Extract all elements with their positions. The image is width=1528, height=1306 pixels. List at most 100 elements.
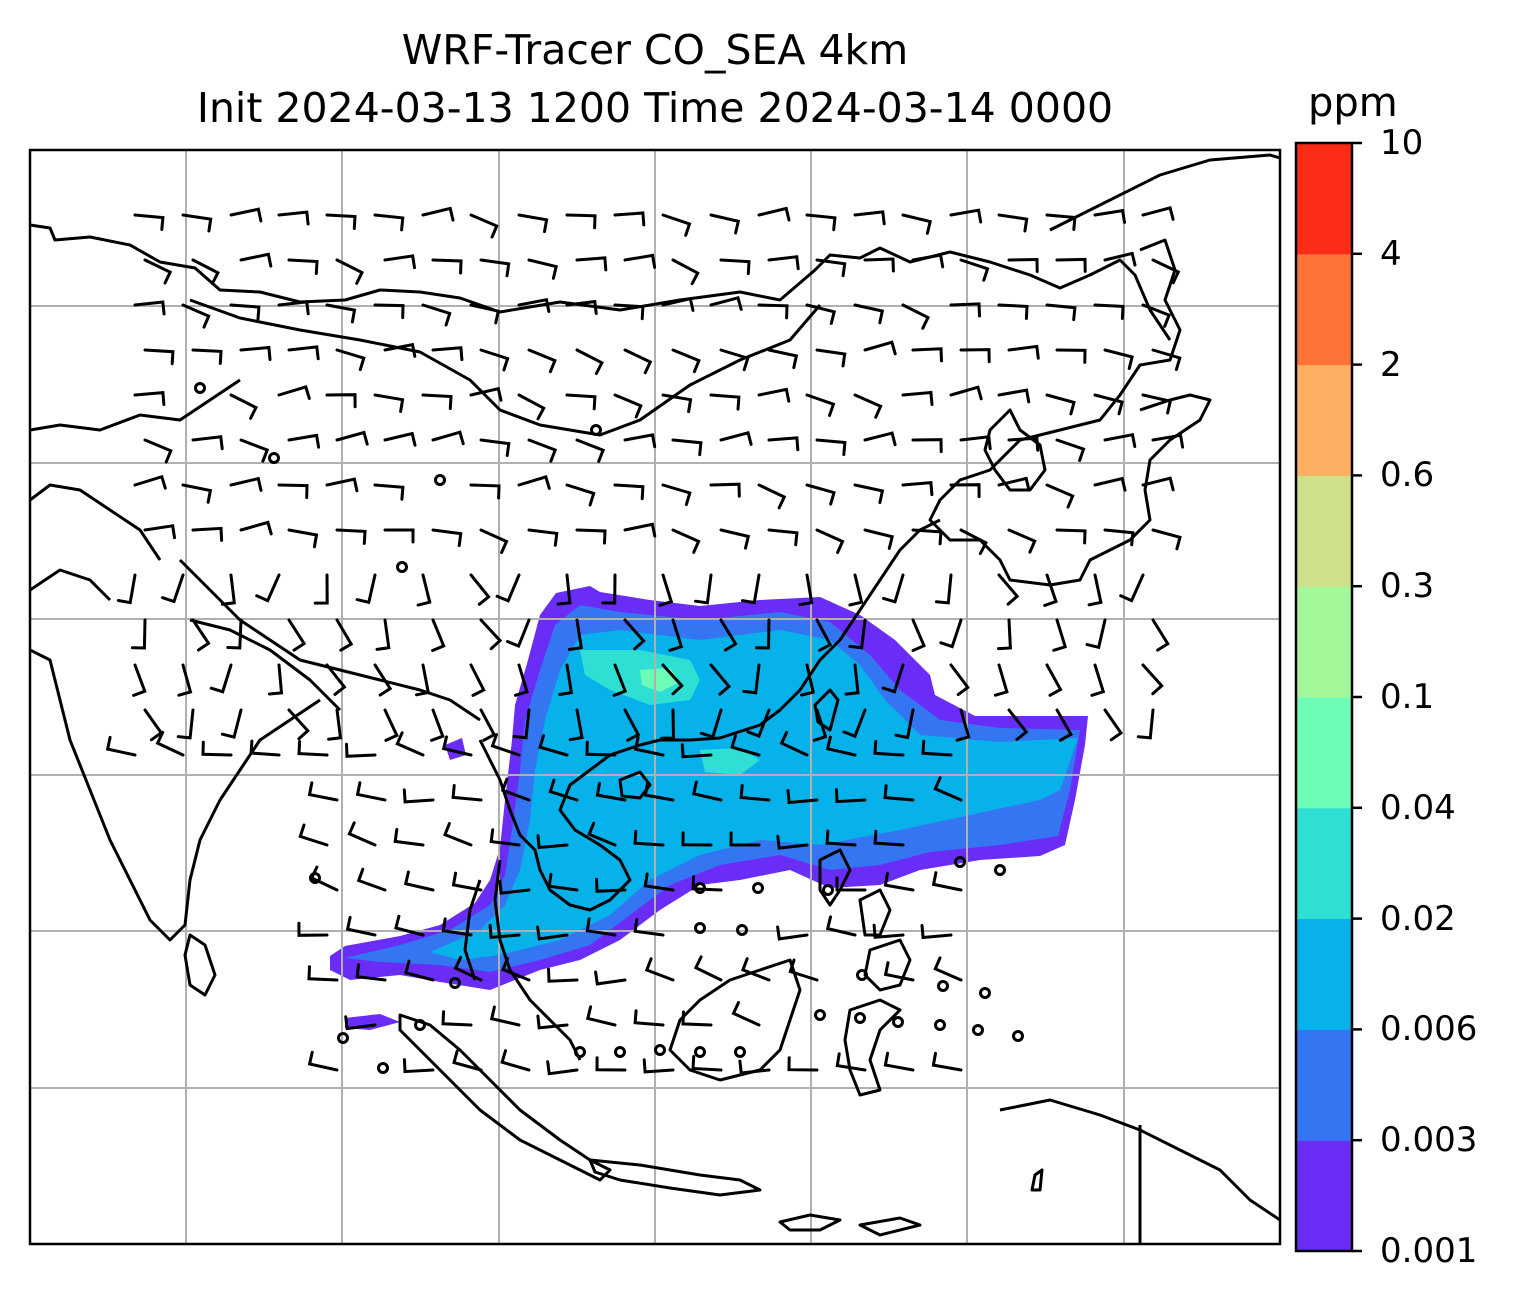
wind-barb (1007, 708, 1029, 741)
wind-barb (1141, 303, 1172, 328)
calm-wind-marker (954, 856, 966, 868)
wind-barb (949, 208, 983, 224)
wind-barb (517, 393, 546, 421)
wind-barb (709, 482, 741, 498)
wind-barb (911, 528, 943, 546)
wind-barb (143, 708, 164, 742)
wind-barb (709, 663, 732, 696)
wind-barb (642, 1058, 675, 1074)
wind-barb (776, 925, 809, 941)
wind-barb (767, 255, 800, 271)
wind-barb (1093, 303, 1125, 320)
wind-barb (355, 963, 387, 982)
wind-barb (993, 663, 1009, 697)
wind-barb (997, 476, 1031, 492)
wind-barb (229, 303, 261, 321)
wind-barb (1045, 393, 1076, 416)
colorbar-tick-label: 0.003 (1380, 1120, 1478, 1161)
wind-barb (309, 865, 339, 892)
wind-barb (430, 708, 445, 742)
wind-barb (1141, 663, 1164, 696)
wind-barb (1055, 348, 1087, 364)
wind-barb (901, 213, 933, 235)
wind-barb (383, 254, 416, 270)
wind-barb (585, 740, 617, 757)
colorbar-segment (1296, 918, 1352, 1030)
wind-barb (335, 528, 367, 545)
wind-barb (825, 735, 857, 757)
wind-barb (500, 777, 531, 802)
wind-barb (220, 708, 243, 739)
wind-barb (815, 528, 845, 554)
wind-barb (1119, 573, 1145, 603)
wind-barb (815, 618, 833, 652)
wind-barb (767, 348, 799, 370)
wind-barb (373, 213, 405, 232)
wind-barb (335, 258, 365, 285)
wind-barb (547, 872, 579, 892)
calm-wind-marker (337, 1032, 349, 1044)
wind-barb (133, 213, 165, 231)
calm-wind-marker (377, 1062, 389, 1074)
wind-barb (1085, 618, 1107, 650)
wind-barb (883, 784, 915, 802)
wind-barb (345, 915, 377, 937)
wind-barb (421, 206, 455, 222)
wind-barb (959, 258, 990, 282)
wind-barb (613, 393, 643, 419)
wind-barb (842, 708, 867, 739)
colorbar-tick-label: 10 (1380, 123, 1424, 163)
wind-barb (585, 917, 617, 937)
wind-barb (489, 828, 521, 847)
calm-wind-marker (979, 987, 991, 999)
wind-barb (587, 821, 617, 847)
wind-barb (500, 1049, 531, 1072)
wind-barb (287, 618, 307, 652)
wind-barb (661, 663, 684, 696)
wind-barb (693, 955, 723, 982)
wind-barb (451, 871, 483, 892)
wind-barb (191, 348, 223, 365)
wind-barb (495, 573, 521, 603)
wind-barb (277, 300, 310, 316)
wind-barb (787, 1056, 819, 1072)
calm-wind-marker (614, 1046, 626, 1058)
colorbar-segment (1296, 253, 1352, 366)
wind-barb (155, 730, 185, 757)
wind-barb (1103, 251, 1137, 267)
wind-barb (601, 573, 617, 605)
wind-barb (1052, 618, 1068, 652)
wind-barb (719, 258, 751, 276)
wind-barb (479, 438, 511, 457)
wind-barb (643, 872, 675, 892)
colorbar-segment (1296, 1029, 1352, 1141)
colorbar-tick-label: 2 (1380, 344, 1402, 385)
colorbar-tick-label: 0.001 (1380, 1231, 1478, 1271)
calm-wind-marker (449, 977, 461, 989)
wind-barb (681, 831, 713, 847)
wind-barb (527, 528, 559, 547)
wind-barb (633, 829, 665, 847)
wind-barb (933, 956, 963, 982)
wind-barb (901, 303, 931, 330)
wind-barb (661, 213, 692, 237)
wind-barb (901, 390, 934, 406)
wind-barb (416, 573, 432, 607)
wind-barb (335, 348, 366, 372)
wind-barb (565, 299, 598, 315)
wind-barb (517, 213, 549, 234)
wind-barb (229, 476, 263, 492)
wind-barb (501, 956, 531, 982)
wind-barb (623, 348, 653, 375)
wind-barb (931, 1051, 963, 1072)
wind-barb (883, 1051, 915, 1072)
wind-barb (1141, 393, 1173, 415)
wind-barb (779, 730, 809, 757)
wind-barb (356, 867, 387, 892)
wind-barb (1103, 528, 1135, 547)
wind-barb (209, 663, 233, 694)
wind-barb (1007, 436, 1040, 452)
wind-barb (1093, 476, 1127, 492)
wind-barb (229, 393, 259, 420)
wind-barb (469, 663, 486, 697)
